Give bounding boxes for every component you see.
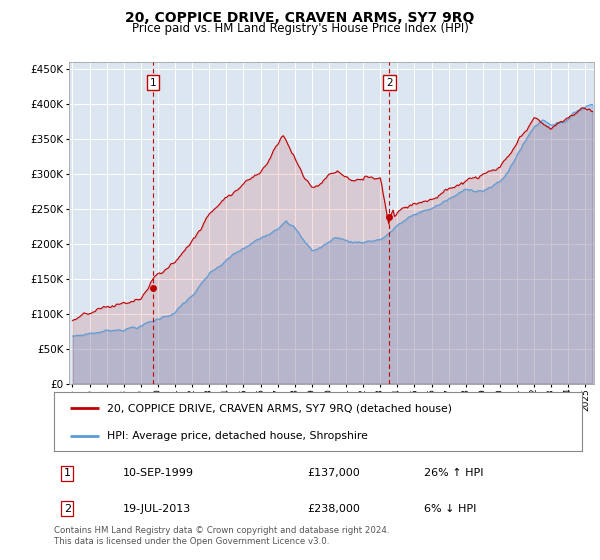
Text: HPI: Average price, detached house, Shropshire: HPI: Average price, detached house, Shro…	[107, 431, 368, 441]
Text: 2: 2	[64, 504, 71, 514]
Text: 2: 2	[386, 77, 393, 87]
Text: 1: 1	[64, 468, 71, 478]
Text: 26% ↑ HPI: 26% ↑ HPI	[424, 468, 483, 478]
Text: 1: 1	[149, 77, 156, 87]
Text: 10-SEP-1999: 10-SEP-1999	[122, 468, 194, 478]
Text: 6% ↓ HPI: 6% ↓ HPI	[424, 504, 476, 514]
Text: Contains HM Land Registry data © Crown copyright and database right 2024.
This d: Contains HM Land Registry data © Crown c…	[54, 526, 389, 546]
Text: £238,000: £238,000	[307, 504, 361, 514]
Text: 20, COPPICE DRIVE, CRAVEN ARMS, SY7 9RQ (detached house): 20, COPPICE DRIVE, CRAVEN ARMS, SY7 9RQ …	[107, 403, 452, 413]
Text: Price paid vs. HM Land Registry's House Price Index (HPI): Price paid vs. HM Land Registry's House …	[131, 22, 469, 35]
Text: £137,000: £137,000	[307, 468, 360, 478]
Text: 20, COPPICE DRIVE, CRAVEN ARMS, SY7 9RQ: 20, COPPICE DRIVE, CRAVEN ARMS, SY7 9RQ	[125, 11, 475, 25]
Text: 19-JUL-2013: 19-JUL-2013	[122, 504, 191, 514]
